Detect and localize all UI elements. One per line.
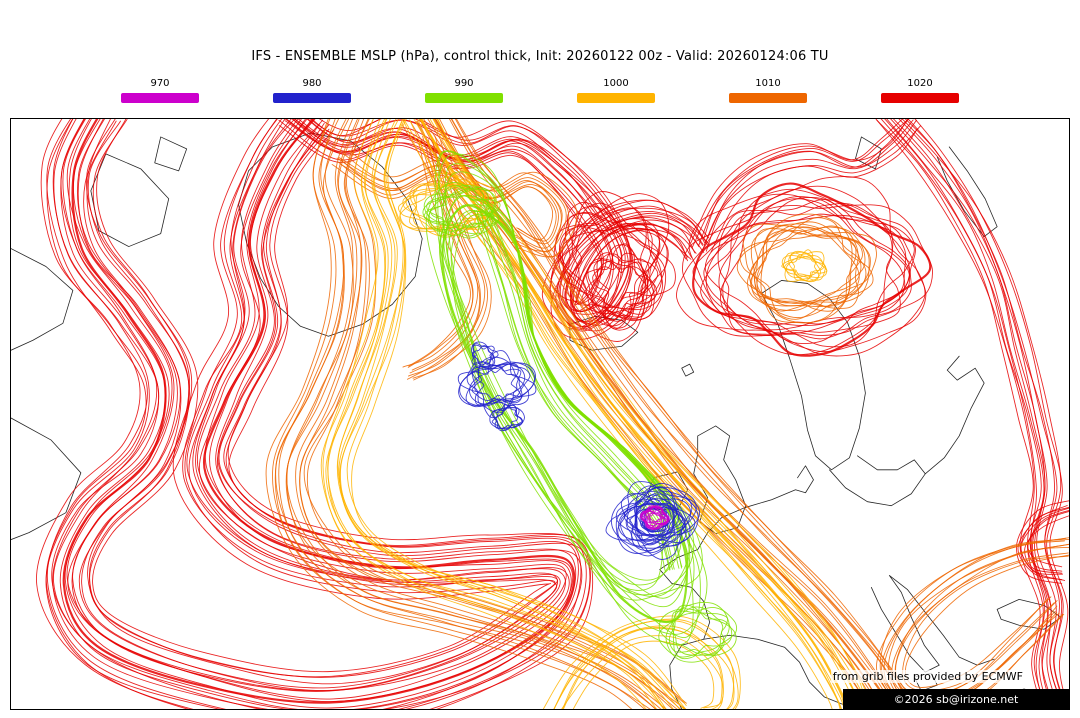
legend-item-1010: 1010: [729, 78, 807, 103]
legend-swatch-970: [121, 93, 199, 103]
legend-item-1000: 1000: [577, 78, 655, 103]
contours-1010: [265, 119, 1069, 709]
legend-swatch-980: [273, 93, 351, 103]
legend-swatch-1010: [729, 93, 807, 103]
copyright-text: ©2026 sb@irizone.net: [893, 692, 1019, 706]
weather-map-svg: [11, 119, 1069, 709]
contours-1000: [320, 119, 870, 709]
pressure-legend: 970 980 990 1000 1010 1020: [0, 78, 1080, 103]
legend-label: 970: [150, 78, 170, 89]
legend-item-980: 980: [273, 78, 351, 103]
legend-item-970: 970: [121, 78, 199, 103]
contours-1020: [36, 119, 1069, 709]
legend-item-1020: 1020: [881, 78, 959, 103]
copyright-bar: ©2026 sb@irizone.net: [843, 689, 1069, 709]
legend-label: 1000: [603, 78, 629, 89]
data-source-credit: from grib files provided by ECMWF: [830, 670, 1025, 683]
legend-label: 990: [454, 78, 474, 89]
legend-item-990: 990: [425, 78, 503, 103]
legend-swatch-1000: [577, 93, 655, 103]
legend-label: 980: [302, 78, 322, 89]
map-area: from grib files provided by ECMWF ©2026 …: [10, 118, 1070, 710]
legend-swatch-1020: [881, 93, 959, 103]
chart-title: IFS - ENSEMBLE MSLP (hPa), control thick…: [251, 49, 829, 64]
legend-swatch-990: [425, 93, 503, 103]
legend-label: 1020: [907, 78, 933, 89]
contours-980: [457, 341, 700, 560]
contours-970: [639, 505, 670, 531]
legend-label: 1010: [755, 78, 781, 89]
